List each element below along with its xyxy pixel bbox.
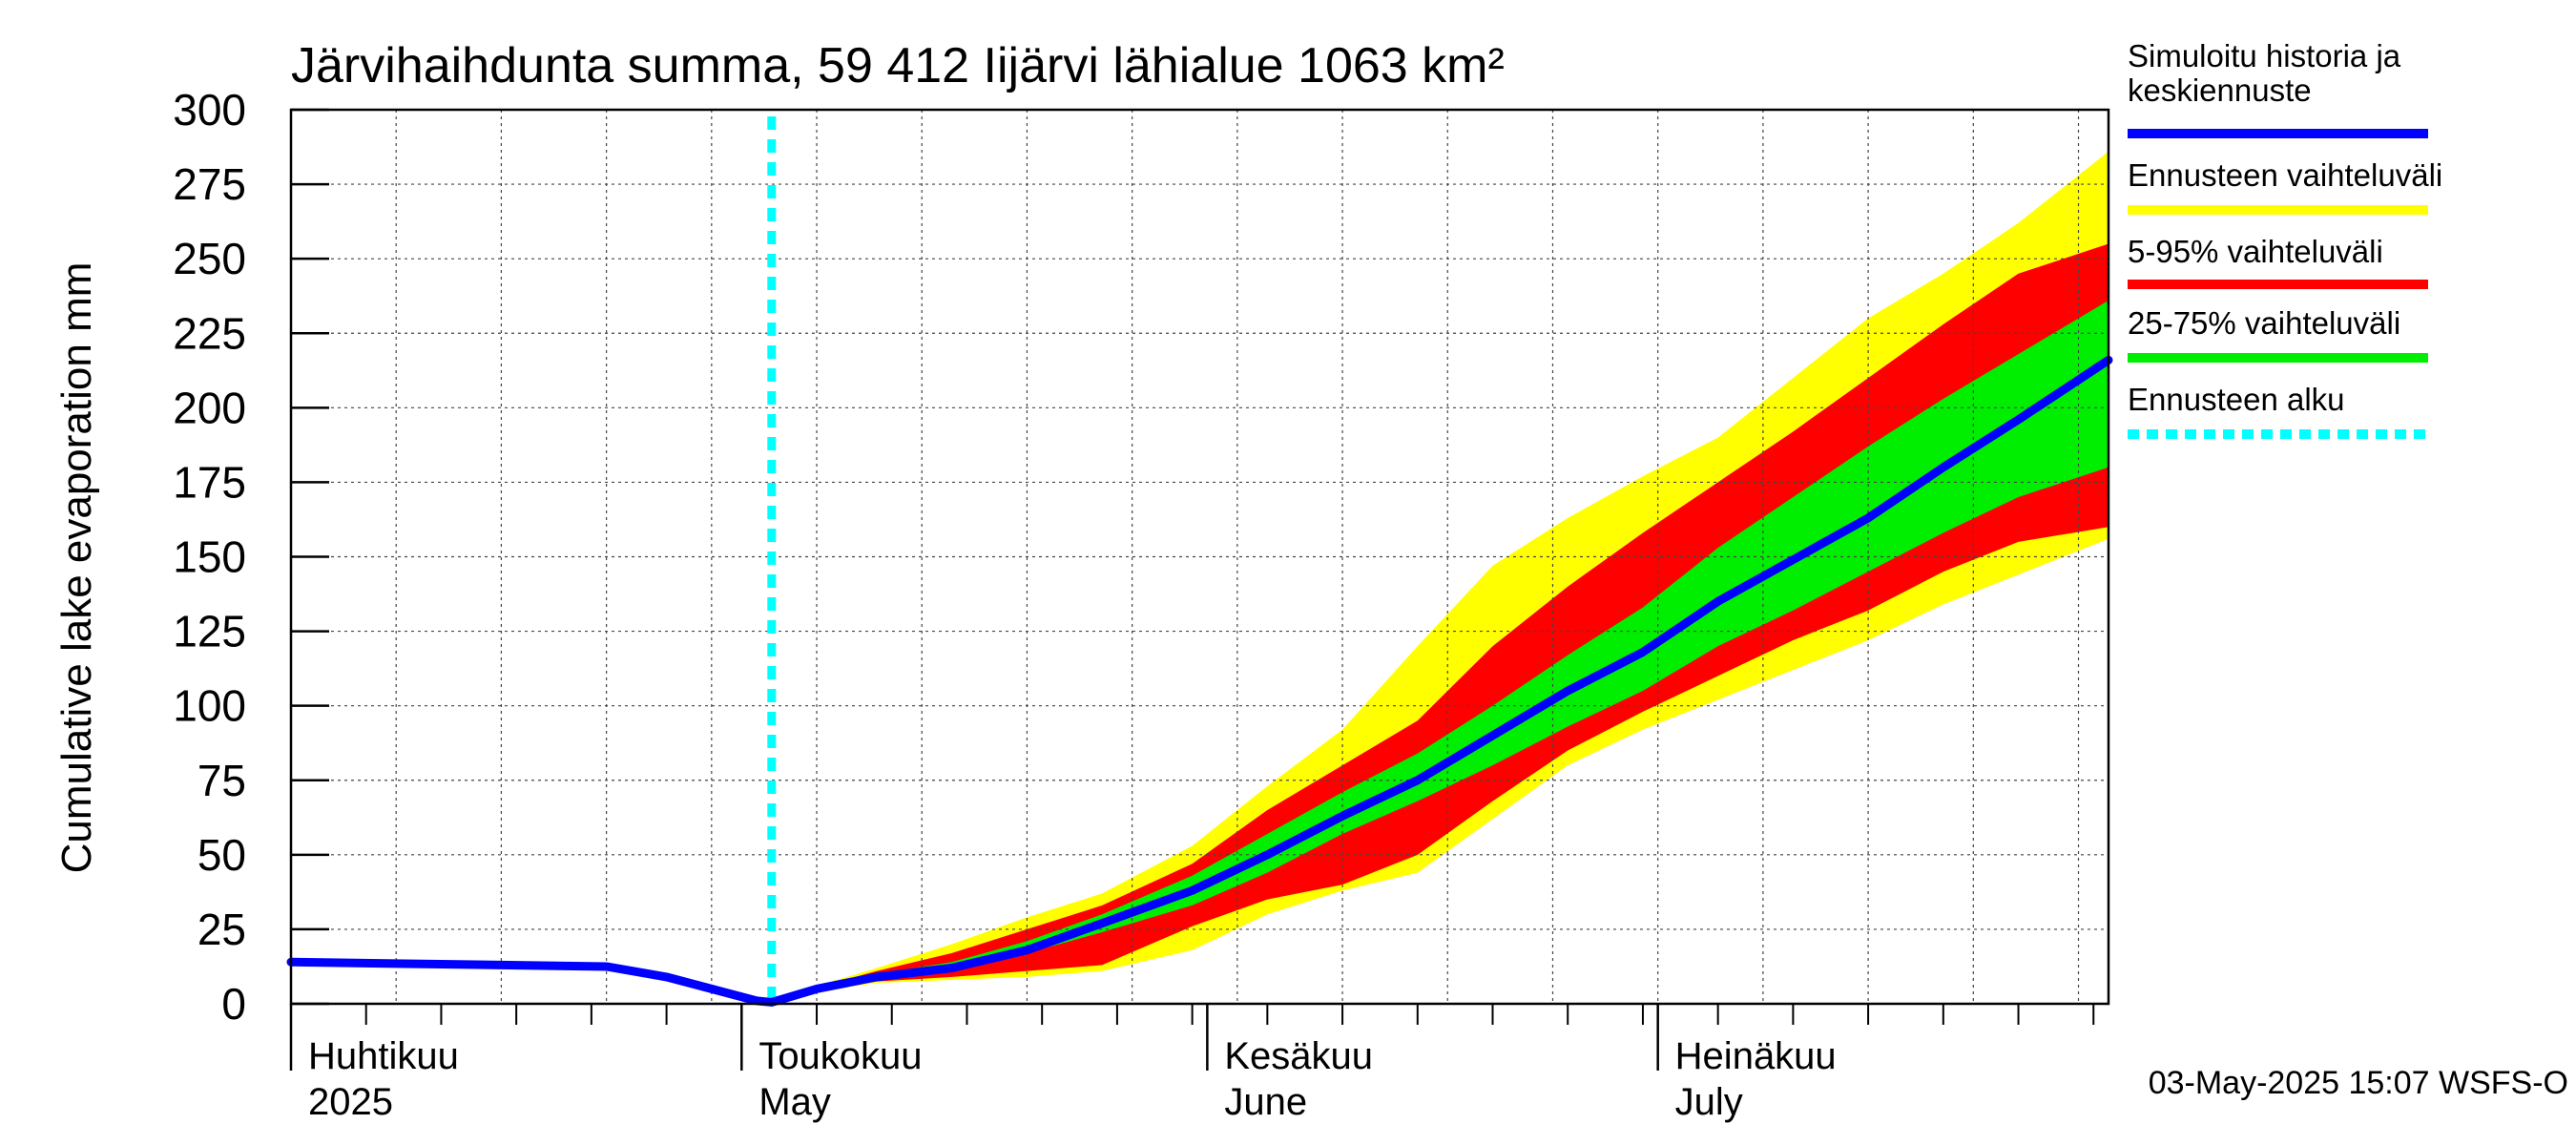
x-month-label-en: July (1675, 1081, 1743, 1123)
chart-title: Järvihaihdunta summa, 59 412 Iijärvi läh… (291, 38, 1505, 94)
y-tick-label: 75 (197, 756, 246, 805)
median-line (286, 355, 2113, 1007)
y-tick-label: 200 (173, 383, 246, 432)
y-tick-label: 250 (173, 234, 246, 283)
y-tick-label: 0 (221, 979, 246, 1029)
y-tick-labels: 0 25 50 75 100 125 150 175 200 225 250 275 300 (173, 85, 246, 1029)
x-month-label-fi: Huhtikuu (308, 1035, 459, 1077)
y-tick-label: 125 (173, 607, 246, 656)
x-month-label-fi: Toukokuu (758, 1035, 922, 1077)
y-tick-label: 275 (173, 159, 246, 209)
legend-label: Simuloitu historia ja (2128, 38, 2401, 73)
y-tick-label: 300 (173, 85, 246, 135)
grid-lines (291, 109, 2109, 1004)
x-month-label-en: June (1224, 1081, 1307, 1123)
forecast-bands (771, 151, 2109, 1003)
legend-label: 25-75% vaihteluväli (2128, 305, 2400, 341)
x-month-label-en: 2025 (308, 1081, 393, 1123)
band-5-95 (771, 243, 2109, 1003)
legend-label: keskiennuste (2128, 73, 2312, 108)
y-tick-label: 100 (173, 681, 246, 731)
x-month-label-en: May (758, 1081, 831, 1123)
y-tick-label: 225 (173, 308, 246, 358)
legend-label: 5-95% vaihteluväli (2128, 234, 2383, 269)
x-month-label-fi: Kesäkuu (1224, 1035, 1373, 1077)
y-tick-label: 150 (173, 532, 246, 582)
y-axis-label: Cumulative lake evaporation mm (53, 262, 100, 874)
footer-timestamp: 03-May-2025 15:07 WSFS-O (2149, 1065, 2568, 1101)
y-tick-label: 175 (173, 457, 246, 507)
axes (289, 108, 2110, 1071)
y-tick-label: 50 (197, 830, 246, 880)
median-series-line (286, 355, 2113, 1007)
x-month-label-fi: Heinäkuu (1675, 1035, 1837, 1077)
y-tick-label: 25 (197, 905, 246, 954)
legend-label: Ennusteen alku (2128, 382, 2345, 417)
legend-label: Ennusteen vaihteluväli (2128, 157, 2442, 193)
